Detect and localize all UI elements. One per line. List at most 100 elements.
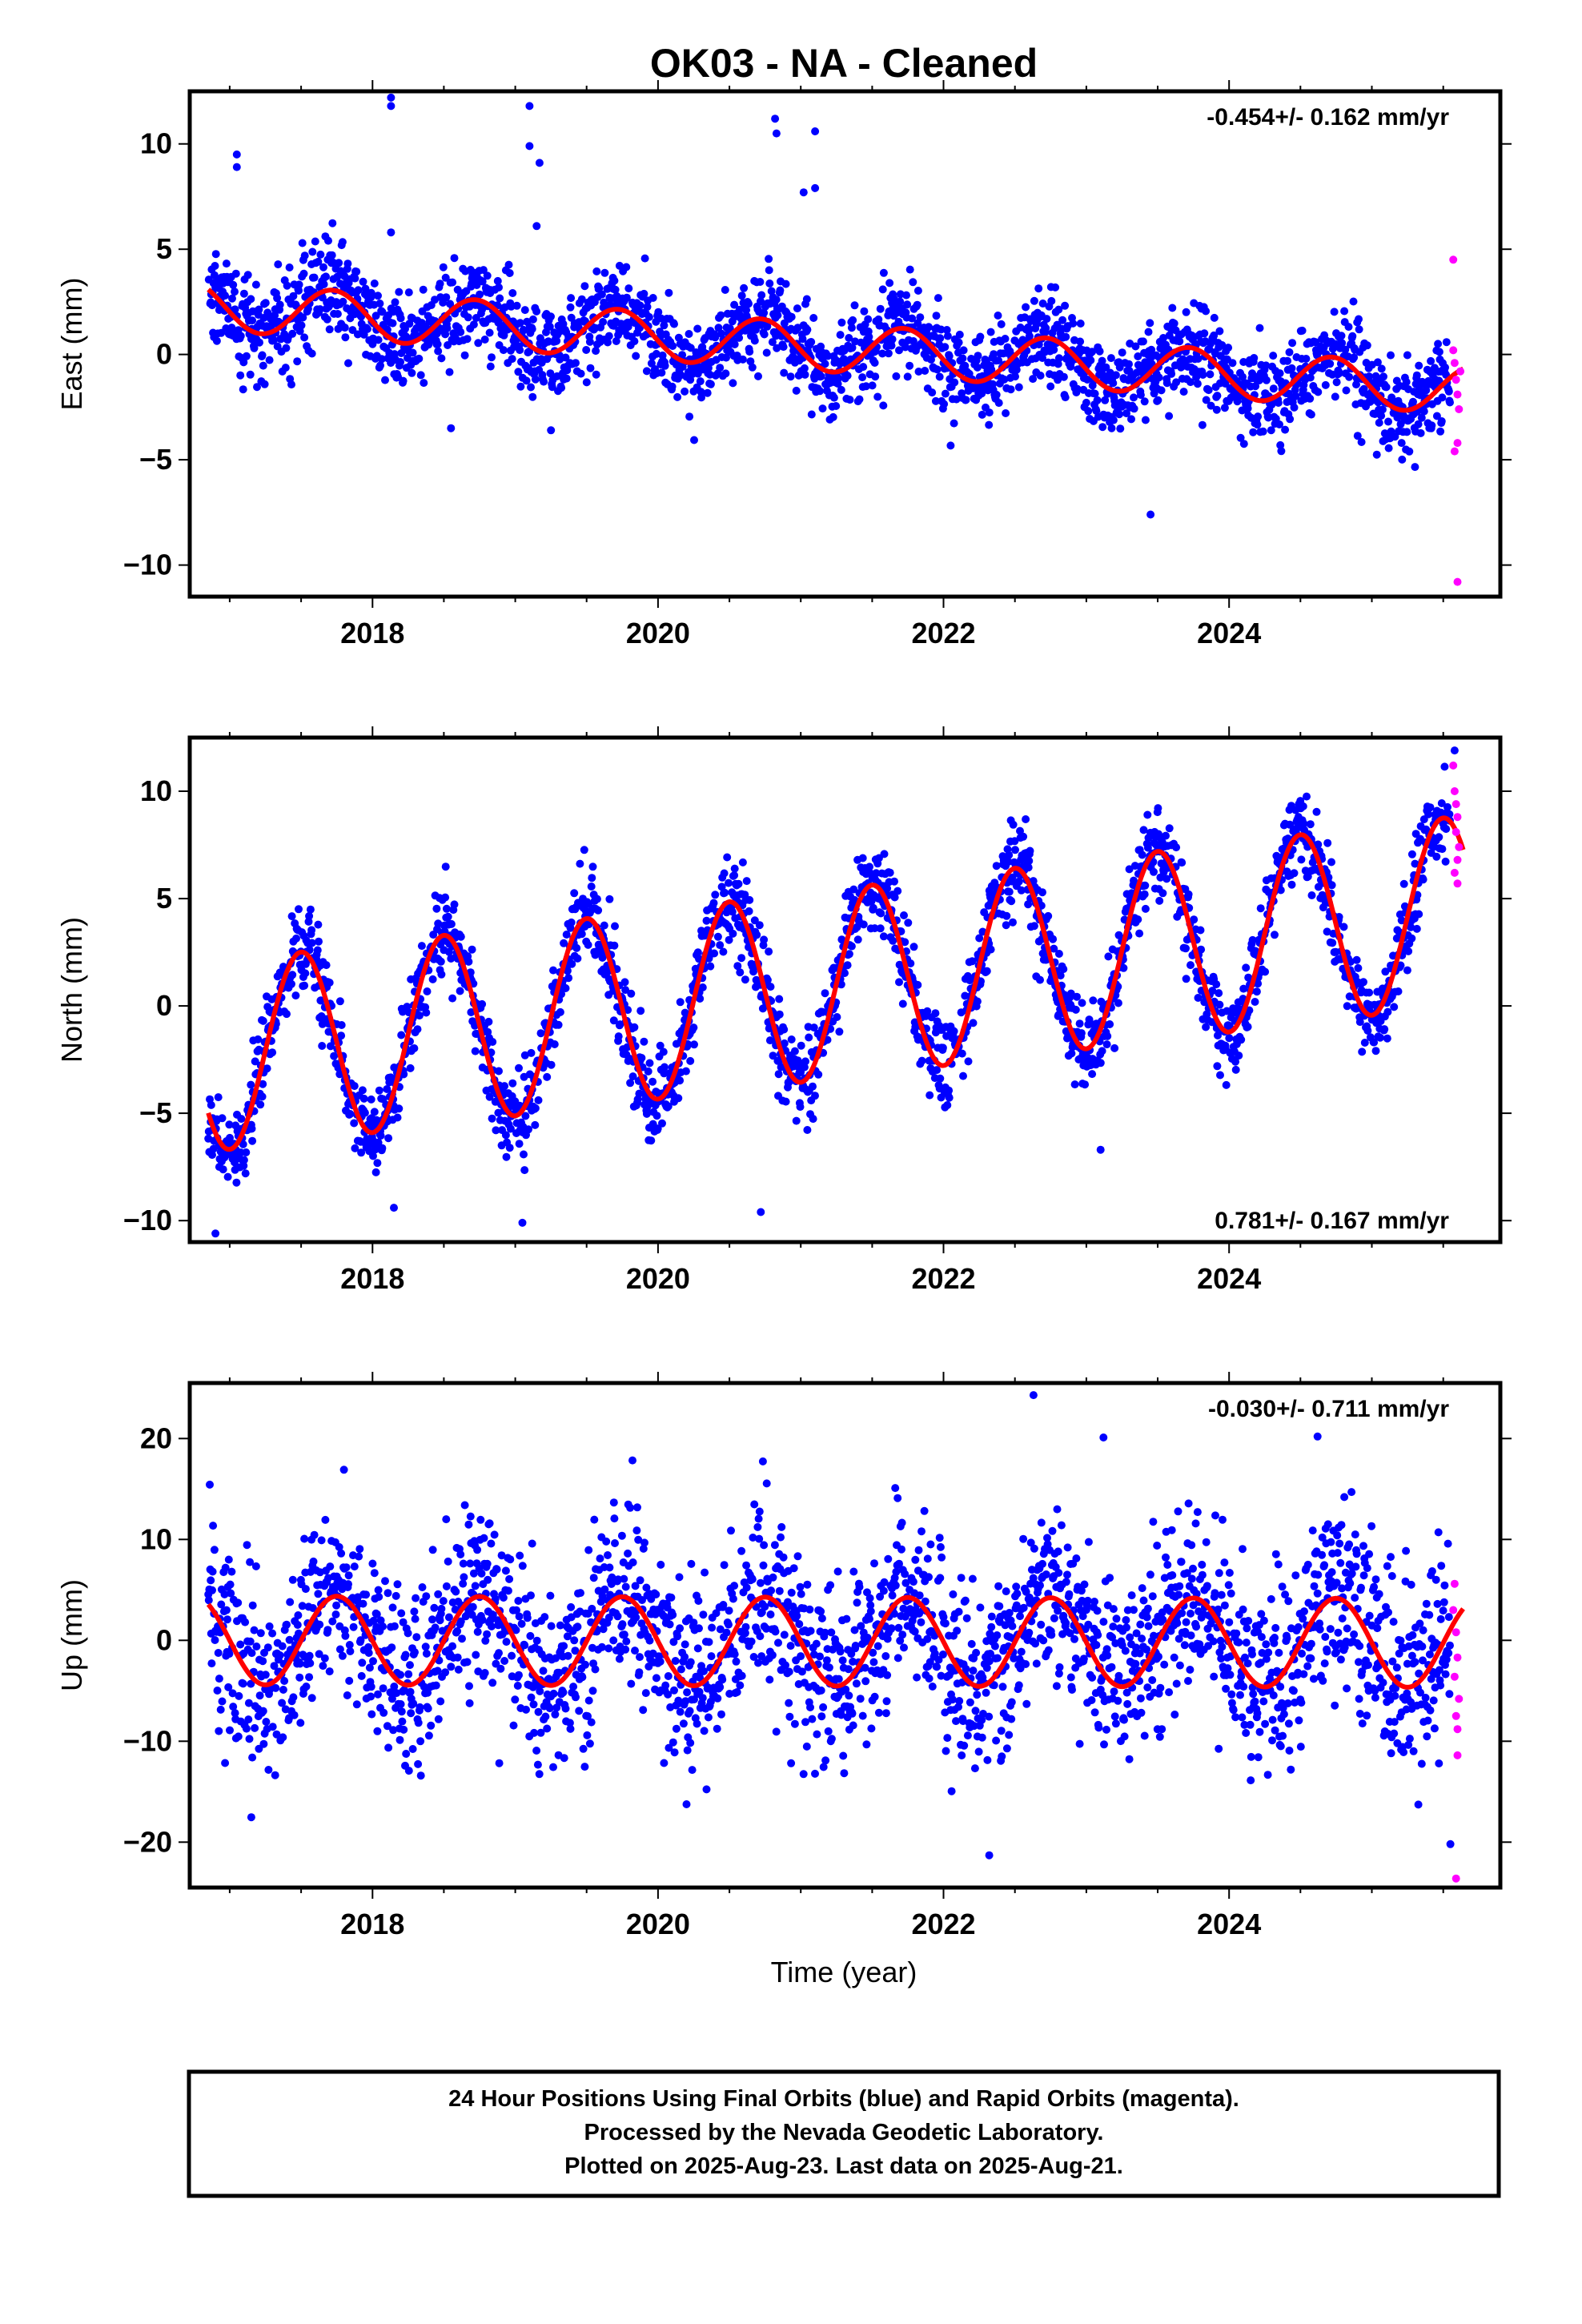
north-final-point	[471, 1047, 480, 1055]
east-final-point	[1348, 332, 1357, 340]
north-final-point	[674, 1094, 683, 1103]
north-final-point	[1415, 910, 1423, 919]
east-final-point	[1088, 348, 1097, 356]
north-final-point	[358, 1086, 367, 1095]
north-final-point	[698, 983, 707, 991]
north-final-point	[534, 1096, 543, 1104]
north-final-point	[1261, 967, 1270, 976]
north-final-point	[313, 946, 322, 955]
east-final-point	[540, 377, 548, 386]
north-final-point	[933, 1066, 942, 1075]
east-final-point	[859, 363, 868, 372]
east-final-point	[807, 410, 816, 419]
east-final-point	[1193, 380, 1202, 388]
east-final-point	[994, 399, 1003, 408]
north-final-point	[1435, 833, 1443, 842]
north-final-point	[853, 935, 862, 944]
north-final-point	[543, 1072, 552, 1081]
east-final-point	[448, 278, 457, 287]
east-final-point	[661, 361, 669, 370]
east-outlier-point	[799, 188, 808, 197]
north-final-point	[584, 940, 592, 949]
east-final-point	[1034, 340, 1043, 349]
north-final-point	[1182, 944, 1190, 953]
east-final-point	[243, 271, 252, 279]
east-final-point	[1419, 407, 1428, 416]
east-final-point	[283, 281, 291, 290]
north-final-point	[1197, 945, 1206, 954]
east-final-point	[860, 307, 869, 316]
east-final-point	[888, 335, 897, 344]
north-final-point	[492, 1126, 500, 1135]
east-final-point	[829, 393, 838, 402]
north-final-point	[1216, 1071, 1224, 1080]
up-final-point	[290, 1711, 299, 1719]
north-final-point	[1073, 992, 1081, 1001]
east-final-point	[520, 325, 528, 334]
east-final-point	[441, 273, 450, 282]
up-final-point	[289, 1693, 298, 1702]
east-final-point	[990, 350, 998, 359]
north-final-point	[397, 1031, 406, 1039]
east-final-point	[652, 349, 661, 358]
north-final-point	[456, 987, 464, 995]
east-final-point	[255, 305, 263, 314]
north-final-point	[1222, 1080, 1231, 1089]
up-final-point	[317, 1536, 326, 1545]
east-final-point	[343, 259, 352, 268]
east-final-point	[1363, 341, 1371, 350]
north-final-point	[982, 967, 991, 975]
east-outlier-point	[525, 142, 534, 151]
north-final-point	[1009, 820, 1018, 829]
east-final-point	[858, 373, 867, 382]
north-final-point	[1235, 1051, 1243, 1060]
north-final-point	[725, 879, 733, 887]
north-final-point	[711, 891, 720, 899]
east-final-point	[493, 276, 502, 285]
north-final-point	[1412, 924, 1421, 933]
east-final-point	[1144, 328, 1153, 336]
east-final-point	[547, 312, 555, 321]
north-x-tick-label: 2024	[1197, 1262, 1261, 1295]
up-final-point	[262, 1718, 271, 1726]
north-final-point	[968, 957, 977, 966]
east-final-point	[1069, 319, 1078, 328]
up-final-point	[221, 1759, 230, 1767]
east-final-point	[514, 368, 523, 376]
east-final-point	[1084, 407, 1093, 416]
north-final-point	[713, 932, 722, 941]
east-final-point	[443, 324, 452, 332]
up-final-point	[302, 1683, 311, 1691]
north-final-point	[1383, 1007, 1392, 1016]
up-final-point	[278, 1642, 287, 1651]
north-final-point	[1103, 1031, 1112, 1040]
up-final-point	[320, 1654, 329, 1663]
north-final-point	[239, 1140, 247, 1148]
north-final-point	[1011, 846, 1019, 854]
north-final-point	[251, 1057, 259, 1066]
east-final-point	[325, 325, 334, 334]
east-final-point	[1302, 355, 1311, 363]
north-x-tick-label: 2022	[911, 1262, 975, 1295]
north-rapid-point	[1453, 813, 1462, 822]
east-final-point	[265, 356, 274, 364]
up-final-point	[209, 1522, 218, 1530]
east-final-point	[933, 365, 942, 374]
east-final-point	[849, 316, 857, 324]
north-final-point	[1141, 881, 1150, 890]
east-rapid-point	[1452, 376, 1460, 384]
east-final-point	[644, 312, 653, 321]
north-final-point	[1005, 887, 1014, 896]
north-final-point	[1114, 999, 1122, 1007]
north-final-point	[814, 1070, 823, 1079]
north-final-point	[1380, 1025, 1389, 1034]
north-final-point	[241, 1169, 250, 1178]
up-final-point	[252, 1642, 261, 1651]
north-final-point	[926, 1091, 934, 1100]
east-final-point	[1220, 404, 1229, 412]
up-final-point	[279, 1686, 287, 1694]
north-final-point	[1231, 1065, 1240, 1074]
north-final-point	[1150, 867, 1158, 876]
east-final-point	[1349, 297, 1358, 306]
east-final-point	[1403, 428, 1411, 436]
